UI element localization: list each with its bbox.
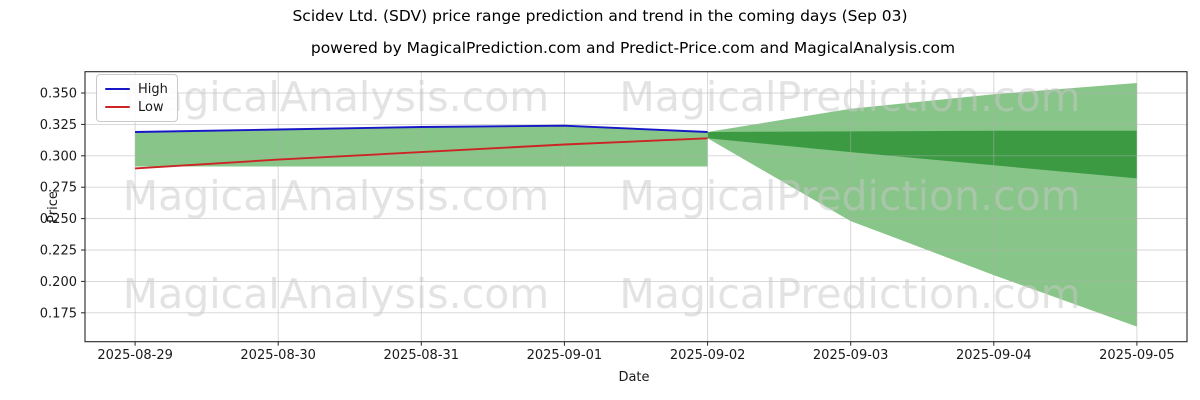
axes-frame xyxy=(81,71,1188,346)
legend-label-low: Low xyxy=(138,99,164,115)
x-tick-label: 2025-09-02 xyxy=(670,348,746,363)
legend-item-high: High xyxy=(105,82,169,97)
y-tick-label: 0.300 xyxy=(40,149,77,164)
watermark-magicalanalysis: MagicalAnalysis.com xyxy=(123,172,550,220)
watermark-magicalprediction: MagicalPrediction.com xyxy=(619,270,1080,318)
legend-item-low: Low xyxy=(105,100,169,115)
watermark-magicalanalysis: MagicalAnalysis.com xyxy=(123,270,550,318)
tick-labels: 2025-08-29 2025-08-30 2025-08-31 2025-09-01… xyxy=(40,87,1175,364)
watermark-magicalprediction: MagicalPrediction.com xyxy=(619,172,1080,220)
chart-title: Scidev Ltd. (SDV) price range prediction… xyxy=(292,7,908,25)
legend: High Low xyxy=(96,74,178,122)
x-tick-label: 2025-08-31 xyxy=(384,348,460,363)
watermark-magicalprediction: MagicalPrediction.com xyxy=(619,73,1080,121)
low-line xyxy=(135,137,708,170)
y-axis-label: Price xyxy=(46,191,61,223)
x-tick-label: 2025-09-03 xyxy=(813,348,889,363)
chart-subtitle: powered by MagicalPrediction.com and Pre… xyxy=(310,39,956,57)
x-tick-label: 2025-09-05 xyxy=(1099,348,1175,363)
x-tick-label: 2025-09-01 xyxy=(527,348,603,363)
y-tick-label: 0.275 xyxy=(40,181,77,196)
x-axis-label: Date xyxy=(618,370,649,385)
y-tick-label: 0.350 xyxy=(40,87,77,102)
y-tick-label: 0.325 xyxy=(40,118,77,133)
plot-border xyxy=(84,71,1188,343)
x-tick-label: 2025-09-04 xyxy=(956,348,1032,363)
data-lines xyxy=(135,124,708,170)
y-tick-label: 0.250 xyxy=(40,212,77,227)
y-tick-label: 0.225 xyxy=(40,244,77,259)
y-tick-label: 0.200 xyxy=(40,275,77,290)
x-tick-label: 2025-08-29 xyxy=(97,348,173,363)
y-tick-label: 0.175 xyxy=(40,306,77,321)
legend-label-high: High xyxy=(138,81,168,97)
x-tick-label: 2025-08-30 xyxy=(240,348,316,363)
watermarks: MagicalAnalysis.com MagicalPrediction.co… xyxy=(123,73,1081,318)
watermark-magicalanalysis: MagicalAnalysis.com xyxy=(123,73,550,121)
high-line xyxy=(135,124,708,133)
legend-line-high-icon xyxy=(105,87,130,91)
forecast-inner-area xyxy=(707,130,1137,179)
legend-line-low-icon xyxy=(105,105,130,109)
